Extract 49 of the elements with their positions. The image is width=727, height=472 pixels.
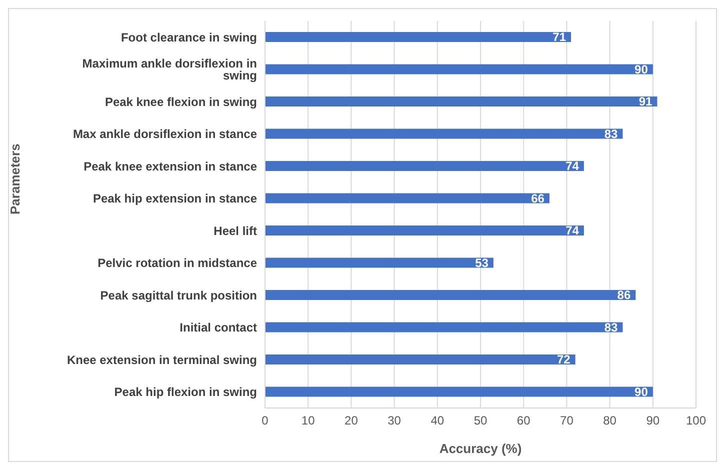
x-tick-label: 60 — [516, 414, 531, 428]
x-tick-label: 30 — [388, 414, 402, 428]
bar — [265, 64, 653, 74]
bar — [265, 128, 623, 139]
bar — [265, 290, 636, 300]
y-tick-label: Peak sagittal trunk position — [100, 288, 257, 302]
x-tick-label: 90 — [646, 414, 660, 428]
bar — [265, 354, 576, 364]
bar — [265, 386, 653, 397]
x-tick-label: 20 — [344, 414, 358, 428]
y-tick-label: Knee extension in terminal swing — [66, 352, 257, 367]
data-label: 53 — [475, 256, 489, 270]
y-tick-label: Peak hip extension in stance — [92, 192, 258, 206]
bar — [265, 160, 584, 171]
y-tick-label: Peak knee extension in stance — [84, 159, 258, 174]
x-tick-label: 0 — [262, 414, 269, 428]
data-label: 90 — [634, 384, 648, 399]
bar — [265, 322, 623, 332]
x-tick-label: 80 — [603, 414, 617, 428]
data-label: 71 — [552, 30, 566, 44]
data-label: 74 — [566, 224, 580, 238]
x-tick-label: 40 — [430, 414, 444, 428]
bar — [265, 32, 572, 42]
data-label: 83 — [604, 320, 618, 334]
data-label: 86 — [617, 288, 631, 302]
y-tick-label: Peak knee flexion in swing — [104, 94, 257, 109]
y-tick-label: Pelvic rotation in midstance — [98, 256, 258, 270]
bar — [265, 96, 658, 106]
bar — [265, 258, 494, 268]
y-axis-title: Parameters — [8, 144, 23, 214]
data-label: 90 — [634, 62, 648, 76]
x-tick-label: 10 — [301, 414, 316, 428]
x-tick-label: 50 — [474, 414, 488, 428]
y-tick-label: Max ankle dorsiflexion in stance — [72, 127, 258, 142]
bar — [265, 225, 584, 236]
data-label: 72 — [556, 352, 571, 367]
y-tick-label: Heel lift — [214, 224, 257, 238]
y-tick-label: Initial contact — [180, 320, 258, 335]
bar — [265, 193, 550, 204]
data-label: 83 — [604, 126, 618, 141]
x-tick-label: 70 — [560, 414, 574, 428]
x-axis-title: Accuracy (%) — [439, 441, 522, 456]
x-tick-label: 100 — [686, 414, 706, 428]
y-tick-label: Peak hip flexion in swing — [114, 385, 257, 400]
data-label: 74 — [566, 159, 580, 174]
y-tick-label: Maximum ankle dorsiflexion in swing — [82, 56, 257, 83]
data-label: 66 — [531, 191, 545, 206]
data-label: 91 — [638, 94, 653, 109]
y-tick-label: Foot clearance in swing — [120, 30, 257, 44]
